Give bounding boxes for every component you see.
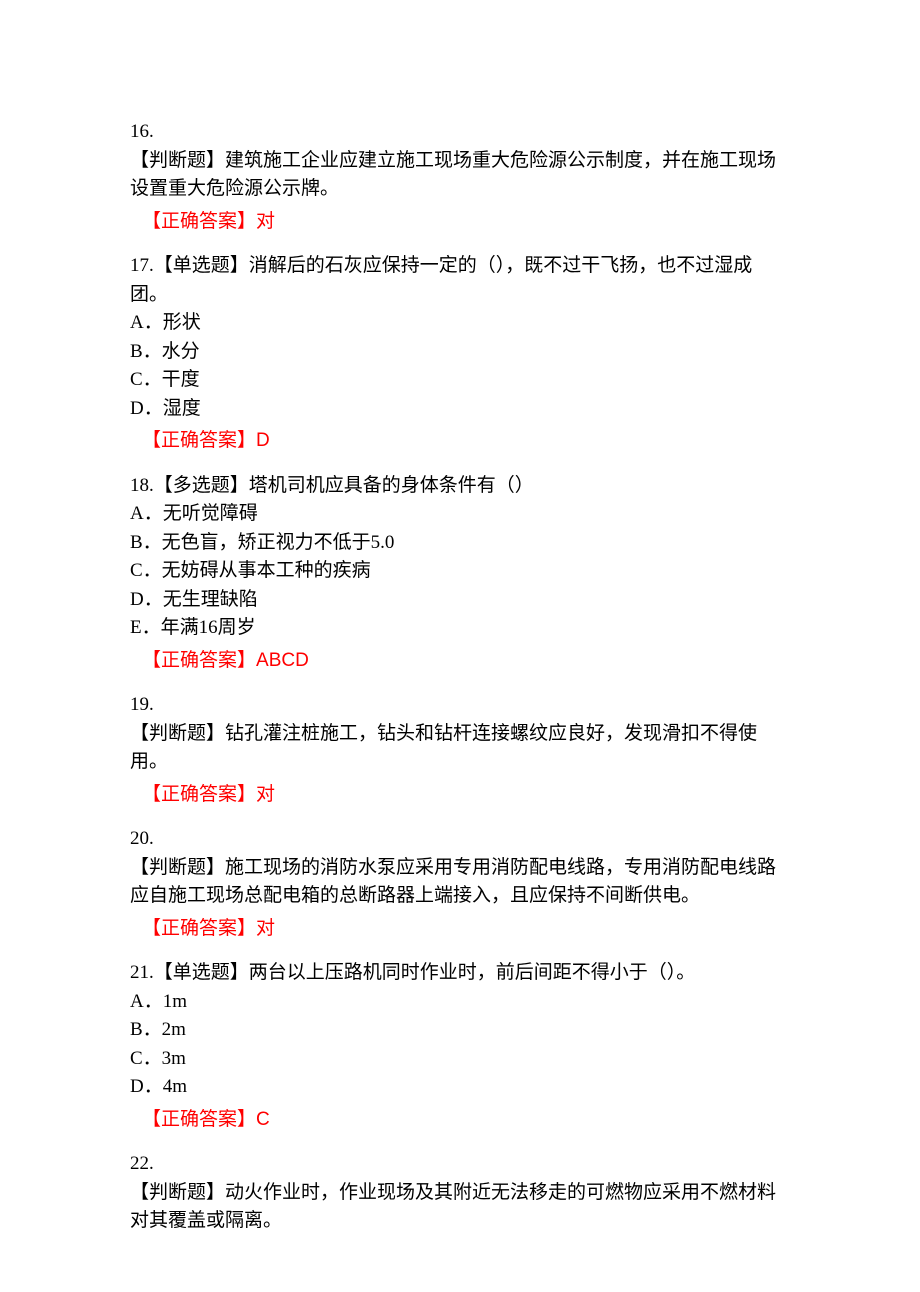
question-number: 21. [130,962,154,983]
answer-value: C [256,1109,270,1130]
question-text-line: 21.【单选题】两台以上压路机同时作业时，前后间距不得小于（）。 [130,959,790,988]
question-type: 【判断题】 [130,723,225,744]
question-text: 建筑施工企业应建立施工现场重大危险源公示制度，并在施工现场设置重大危险源公示牌。 [130,150,776,200]
answer-line: 【正确答案】对 [142,915,790,944]
question-text: 两台以上压路机同时作业时，前后间距不得小于（）。 [249,962,696,983]
option-item: B．2m [130,1016,790,1045]
option-item: D．4m [130,1073,790,1102]
question-text-line: 17.【单选题】消解后的石灰应保持一定的（），既不过干飞扬，也不过湿成团。 [130,252,790,309]
answer-line: 【正确答案】D [142,427,790,456]
question-text: 钻孔灌注桩施工，钻头和钻杆连接螺纹应良好，发现滑扣不得使用。 [130,723,757,773]
question-number: 16. [130,121,154,142]
question-number: 17. [130,255,154,276]
question-number: 22. [130,1153,154,1174]
question-3: 18.【多选题】塔机司机应具备的身体条件有（）A．无听觉障碍B．无色盲，矫正视力… [130,472,790,676]
question-text: 施工现场的消防水泵应采用专用消防配电线路，专用消防配电线路应自施工现场总配电箱的… [130,857,776,907]
question-number: 20. [130,828,154,849]
question-number-line: 22. [130,1150,790,1179]
question-7: 22. 【判断题】动火作业时，作业现场及其附近无法移走的可燃物应采用不燃材料对其覆… [130,1150,790,1236]
question-type: 【多选题】 [154,475,249,496]
answer-value: 对 [256,211,275,232]
question-number-line: 16. [130,118,790,147]
question-6: 21.【单选题】两台以上压路机同时作业时，前后间距不得小于（）。A．1mB．2m… [130,959,790,1134]
answer-label: 【正确答案】 [142,650,256,671]
answer-label: 【正确答案】 [142,211,256,232]
question-text-line: 【判断题】动火作业时，作业现场及其附近无法移走的可燃物应采用不燃材料对其覆盖或隔… [130,1179,790,1236]
question-type: 【判断题】 [130,857,225,878]
question-text-line: 【判断题】建筑施工企业应建立施工现场重大危险源公示制度，并在施工现场设置重大危险… [130,147,790,204]
question-text: 塔机司机应具备的身体条件有（） [249,475,534,496]
answer-value: 对 [256,784,275,805]
question-text-line: 【判断题】施工现场的消防水泵应采用专用消防配电线路，专用消防配电线路应自施工现场… [130,854,790,911]
option-item: B．水分 [130,338,790,367]
question-number: 19. [130,694,154,715]
options-list: A．1mB．2mC．3mD．4m [130,988,790,1102]
answer-label: 【正确答案】 [142,1109,256,1130]
answer-line: 【正确答案】C [142,1106,790,1135]
answer-value: 对 [256,918,275,939]
option-item: C．干度 [130,366,790,395]
question-text-line: 【判断题】钻孔灌注桩施工，钻头和钻杆连接螺纹应良好，发现滑扣不得使用。 [130,720,790,777]
options-list: A．无听觉障碍B．无色盲，矫正视力不低于5.0C．无妨碍从事本工种的疾病D．无生… [130,500,790,643]
option-item: B．无色盲，矫正视力不低于5.0 [130,529,790,558]
question-type: 【判断题】 [130,1182,225,1203]
answer-label: 【正确答案】 [142,784,256,805]
question-number-line: 20. [130,825,790,854]
answer-value: ABCD [256,650,309,671]
answer-line: 【正确答案】对 [142,208,790,237]
answer-line: 【正确答案】ABCD [142,647,790,676]
option-item: E．年满16周岁 [130,614,790,643]
question-text-line: 18.【多选题】塔机司机应具备的身体条件有（） [130,472,790,501]
question-4: 19. 【判断题】钻孔灌注桩施工，钻头和钻杆连接螺纹应良好，发现滑扣不得使用。【正… [130,691,790,809]
answer-label: 【正确答案】 [142,430,256,451]
options-list: A．形状B．水分C．干度D．湿度 [130,309,790,423]
option-item: C．无妨碍从事本工种的疾病 [130,557,790,586]
option-item: C．3m [130,1045,790,1074]
option-item: A．无听觉障碍 [130,500,790,529]
question-number-line: 19. [130,691,790,720]
option-item: D．湿度 [130,395,790,424]
question-5: 20. 【判断题】施工现场的消防水泵应采用专用消防配电线路，专用消防配电线路应自施… [130,825,790,943]
option-item: D．无生理缺陷 [130,586,790,615]
answer-label: 【正确答案】 [142,918,256,939]
answer-value: D [256,430,270,451]
option-item: A．形状 [130,309,790,338]
question-number: 18. [130,475,154,496]
answer-line: 【正确答案】对 [142,781,790,810]
question-2: 17.【单选题】消解后的石灰应保持一定的（），既不过干飞扬，也不过湿成团。A．形… [130,252,790,456]
question-1: 16. 【判断题】建筑施工企业应建立施工现场重大危险源公示制度，并在施工现场设置重… [130,118,790,236]
option-item: A．1m [130,988,790,1017]
question-text: 动火作业时，作业现场及其附近无法移走的可燃物应采用不燃材料对其覆盖或隔离。 [130,1182,776,1232]
question-type: 【单选题】 [154,255,249,276]
question-type: 【单选题】 [154,962,249,983]
question-type: 【判断题】 [130,150,225,171]
